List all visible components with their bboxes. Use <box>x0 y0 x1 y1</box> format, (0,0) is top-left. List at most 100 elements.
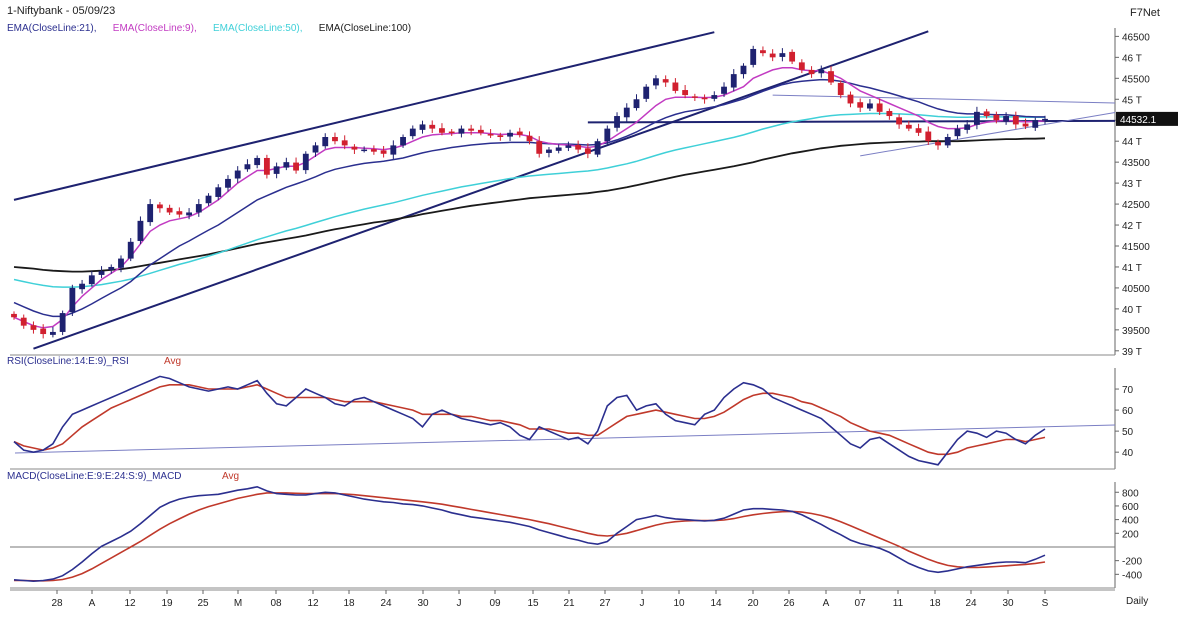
candle-body <box>876 103 883 112</box>
candle-body <box>691 96 698 98</box>
candle-body <box>905 124 912 129</box>
candle-body <box>477 129 484 133</box>
candle-body <box>584 148 591 154</box>
candle-body <box>818 69 825 74</box>
ema-line <box>13 112 1045 288</box>
candle-body <box>263 157 270 175</box>
x-tick-label: 20 <box>747 598 759 609</box>
y-tick-label: 70 <box>1122 385 1134 396</box>
y-tick-label: -200 <box>1122 557 1142 568</box>
candle-body <box>526 135 533 142</box>
price-y-tick-label: 45 T <box>1122 95 1142 106</box>
candle-body <box>575 144 582 150</box>
candle-body <box>30 325 37 330</box>
ema-legend-item: EMA(CloseLine:21), <box>7 23 96 34</box>
candle-body <box>88 275 95 285</box>
candle-body <box>847 94 854 104</box>
price-y-tick-label: 41 T <box>1122 263 1142 274</box>
price-y-tick-label: 44 T <box>1122 137 1142 148</box>
candle-body <box>156 204 163 209</box>
candle-body <box>915 128 922 133</box>
candle-body <box>79 283 86 290</box>
x-tick-label: 30 <box>1002 598 1014 609</box>
candle-body <box>1003 116 1010 122</box>
price-y-tick-label: 46500 <box>1122 32 1150 43</box>
candle-body <box>137 220 144 241</box>
ema-legend-item: EMA(CloseLine:9), <box>113 23 197 34</box>
candle-body <box>409 128 416 137</box>
candle-body <box>341 140 348 146</box>
candle-body <box>361 149 368 152</box>
candle-body <box>448 131 455 134</box>
last-price-tag: 44532.1 <box>1116 111 1178 126</box>
price-y-tick-label: 45500 <box>1122 74 1150 85</box>
x-tick-label: 24 <box>965 598 977 609</box>
price-candles <box>11 45 1048 339</box>
candle-body <box>867 103 873 109</box>
candle-body <box>332 137 338 142</box>
x-axis: 28 A 12 19 25 M 08 12 18 24 30 J 09 15 21 27 J 10 14 20 26 A 0… <box>10 589 1115 609</box>
rsi-panel: RSI(CloseLine:14:E:9)_RSI Avg 70 60 50 40 <box>7 356 1134 470</box>
price-y-tick-label: 39500 <box>1122 326 1150 337</box>
candle-body <box>935 142 941 146</box>
price-y-tick-label: 43 T <box>1122 179 1142 190</box>
last-price-box <box>1116 111 1178 126</box>
candle-body <box>1042 118 1048 121</box>
candle-body <box>1022 123 1029 127</box>
candle-body <box>614 116 620 128</box>
price-y-tick-label: 39 T <box>1122 347 1142 358</box>
candle-body <box>546 149 552 153</box>
x-tick-label: 15 <box>527 598 539 609</box>
candle-body <box>954 128 961 137</box>
candle-body <box>186 212 192 216</box>
candle-body <box>127 241 134 259</box>
y-tick-label: 200 <box>1122 529 1139 540</box>
candle-body <box>166 207 173 213</box>
candle-body <box>808 69 815 75</box>
candle-body <box>973 111 980 125</box>
candle-body <box>390 145 397 155</box>
x-tick-label: J <box>640 598 645 609</box>
candle-body <box>886 111 893 117</box>
candle-body <box>429 124 436 129</box>
candle-body <box>49 331 56 335</box>
candle-body <box>662 79 669 83</box>
trendline <box>772 94 1116 104</box>
candle-body <box>370 149 377 152</box>
ema-legend-item: EMA(CloseLine:100) <box>319 23 411 34</box>
candle-body <box>497 135 504 137</box>
candle-body <box>59 313 66 332</box>
price-y-tick-label: 40500 <box>1122 284 1150 295</box>
candle-body <box>312 145 319 153</box>
rsi-y-axis: 70 60 50 40 <box>1115 385 1134 459</box>
candle-body <box>302 153 309 171</box>
price-y-tick-label: 42500 <box>1122 200 1150 211</box>
candle-body <box>721 86 727 94</box>
candle-body <box>828 71 834 83</box>
candle-body <box>195 204 202 213</box>
candle-body <box>837 82 844 96</box>
candle-body <box>283 162 290 168</box>
macd-lines <box>13 485 1046 583</box>
x-tick-label: 10 <box>673 598 685 609</box>
candle-body <box>322 137 329 147</box>
candle-body <box>487 134 494 136</box>
last-price-text: 44532.1 <box>1120 115 1157 126</box>
x-tick-label: 18 <box>929 598 941 609</box>
candle-body <box>711 95 718 99</box>
candle-body <box>40 328 47 335</box>
ema-legend-item: EMA(CloseLine:50), <box>213 23 302 34</box>
candle-body <box>351 146 358 150</box>
candle-body <box>380 150 387 154</box>
candle-body <box>507 132 513 137</box>
y-tick-label: -400 <box>1122 570 1142 581</box>
chart-title: 1-Niftybank - 05/09/23 <box>7 5 115 17</box>
price-ema-lines <box>13 67 1046 329</box>
y-tick-label: 60 <box>1122 406 1134 417</box>
y-tick-label: 50 <box>1122 427 1134 438</box>
price-y-tick-label: 43500 <box>1122 158 1150 169</box>
candle-body <box>400 137 406 146</box>
y-tick-label: 600 <box>1122 502 1139 513</box>
x-tick-label: 26 <box>783 598 795 609</box>
